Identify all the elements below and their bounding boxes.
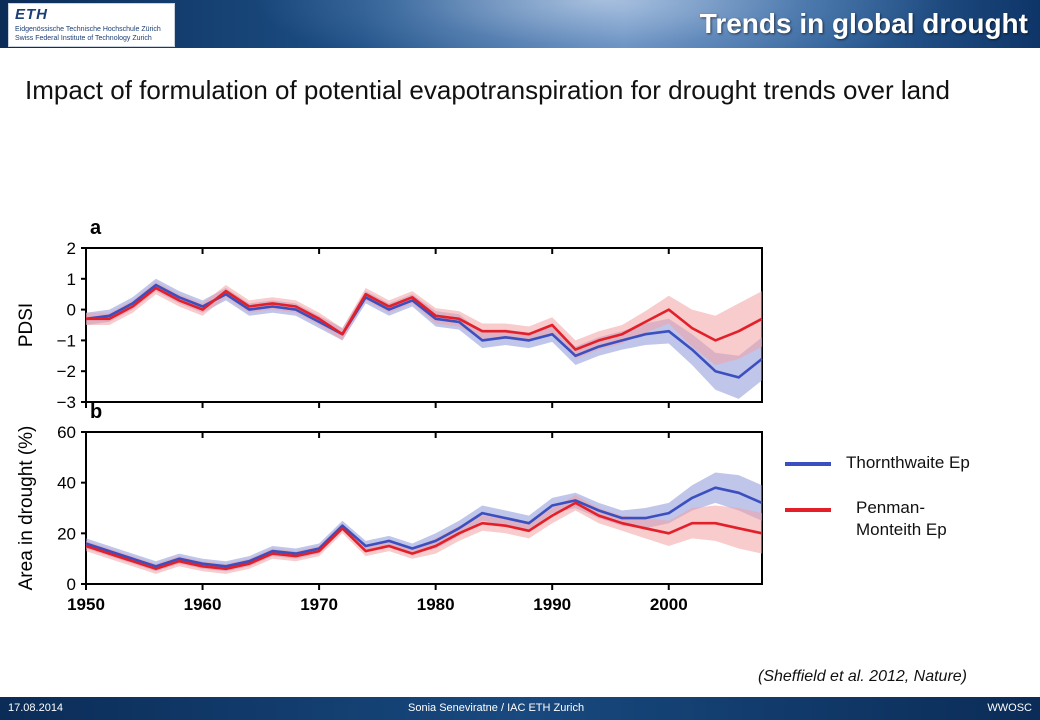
eth-logo-line2: Swiss Federal Institute of Technology Zu… [15,35,152,42]
panel-a-line-penman [86,286,763,351]
panel-a-ytick-label: −3 [57,393,76,412]
footer-bar: 17.08.2014 Sonia Seneviratne / IAC ETH Z… [0,697,1040,720]
eth-logo: ETH Eidgenössische Technische Hochschule… [8,3,175,47]
panel-b-ytick-label: 60 [57,423,76,442]
header-background-glow [250,0,950,48]
legend-thornthwaite-line [785,462,831,466]
footer-event: WWOSC [987,702,1032,714]
slide-heading: Impact of formulation of potential evapo… [25,75,950,105]
legend-thornthwaite-label: Thornthwaite Ep [846,453,970,472]
xtick-label: 1980 [417,595,455,614]
legend-penman-label: Penman- Monteith Ep [856,498,947,539]
panel-b-line-thornthwaite [85,486,763,568]
panel-a-ytick-label: −2 [57,362,76,381]
panel-b-band-penman [86,495,762,574]
panel-a-letter: a [90,217,102,239]
panel-b-letter: b [90,401,102,423]
panel-b-ytick-label: 40 [57,474,76,493]
panel-a-ytick-label: 2 [67,239,76,258]
panel-a-ytick-label: 1 [67,270,76,289]
xtick-label: 2000 [650,595,688,614]
footer-date: 17.08.2014 [8,702,64,714]
legend-penman-line [785,508,831,512]
panel-a-ytick-label: −1 [57,331,76,350]
eth-logo-mark: ETH [15,6,48,23]
panel-a-ylabel: PDSI [16,303,37,347]
panel-b-ylabel: Area in drought (%) [16,426,37,591]
header-bar: ETH Eidgenössische Technische Hochschule… [0,0,1040,48]
xtick-label: 1960 [184,595,222,614]
slide-title: Trends in global drought [699,8,1028,39]
panel-a-band-thornthwaite [86,278,762,399]
panel-a-line-thornthwaite [85,283,763,379]
footer-author: Sonia Seneviratne / IAC ETH Zurich [408,702,585,714]
panel-b-ytick-label: 0 [67,575,76,594]
panel-b-line-penman [85,501,763,571]
xtick-label: 1950 [67,595,105,614]
panel-b-ytick-label: 20 [57,524,76,543]
citation: (Sheffield et al. 2012, Nature) [758,668,968,685]
panel-a-band-penman [86,281,762,365]
eth-logo-line1: Eidgenössische Technische Hochschule Zür… [15,26,161,33]
xtick-label: 1990 [533,595,571,614]
panel-a-ytick-label: 0 [67,301,76,320]
xtick-label: 1970 [300,595,338,614]
